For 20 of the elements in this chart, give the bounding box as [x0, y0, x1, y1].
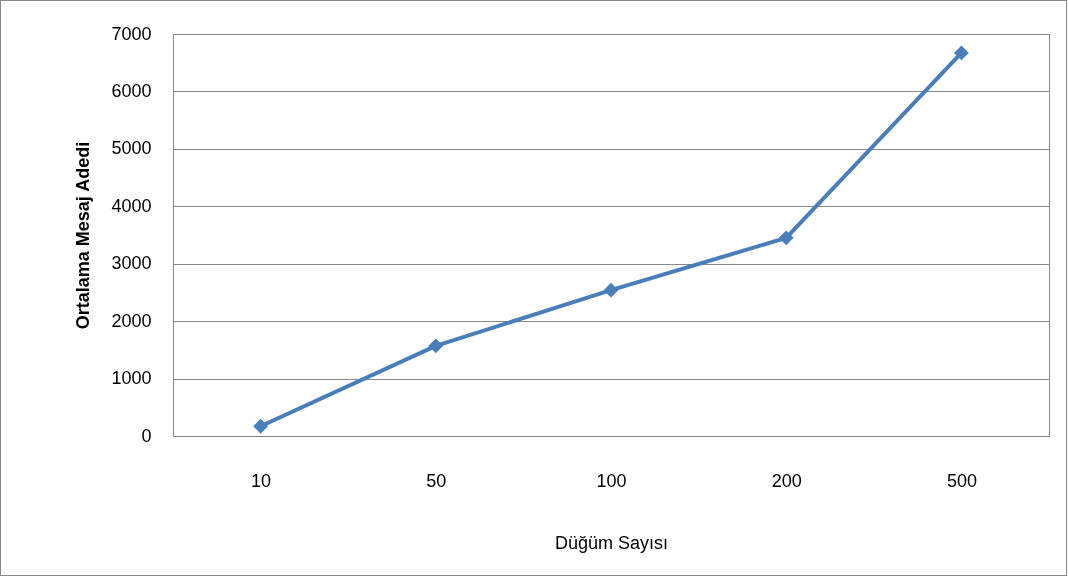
x-tick-label: 100 — [596, 470, 627, 491]
point — [778, 230, 794, 246]
y-tick-label: 4000 — [111, 195, 152, 216]
y-tick-label: 3000 — [111, 253, 152, 274]
point — [428, 338, 444, 354]
y-tick-label: 0 — [141, 425, 152, 446]
y-tick-label: 5000 — [111, 138, 152, 159]
y-tick-label: 1000 — [111, 368, 152, 389]
y-tick-label: 6000 — [111, 80, 152, 101]
point — [953, 45, 969, 61]
y-tick-label: 2000 — [111, 310, 152, 331]
point — [603, 282, 619, 298]
x-tick-label: 50 — [426, 470, 447, 491]
x-tick-label: 500 — [946, 470, 977, 491]
x-tick-label: 200 — [771, 470, 802, 491]
y-tick-label: 7000 — [111, 23, 152, 44]
x-tick-label: 10 — [251, 470, 272, 491]
y-axis-title: Ortalama Mesaj Adedi — [73, 141, 94, 330]
point — [253, 418, 269, 434]
x-axis-title: Düğüm Sayısı — [554, 532, 669, 553]
